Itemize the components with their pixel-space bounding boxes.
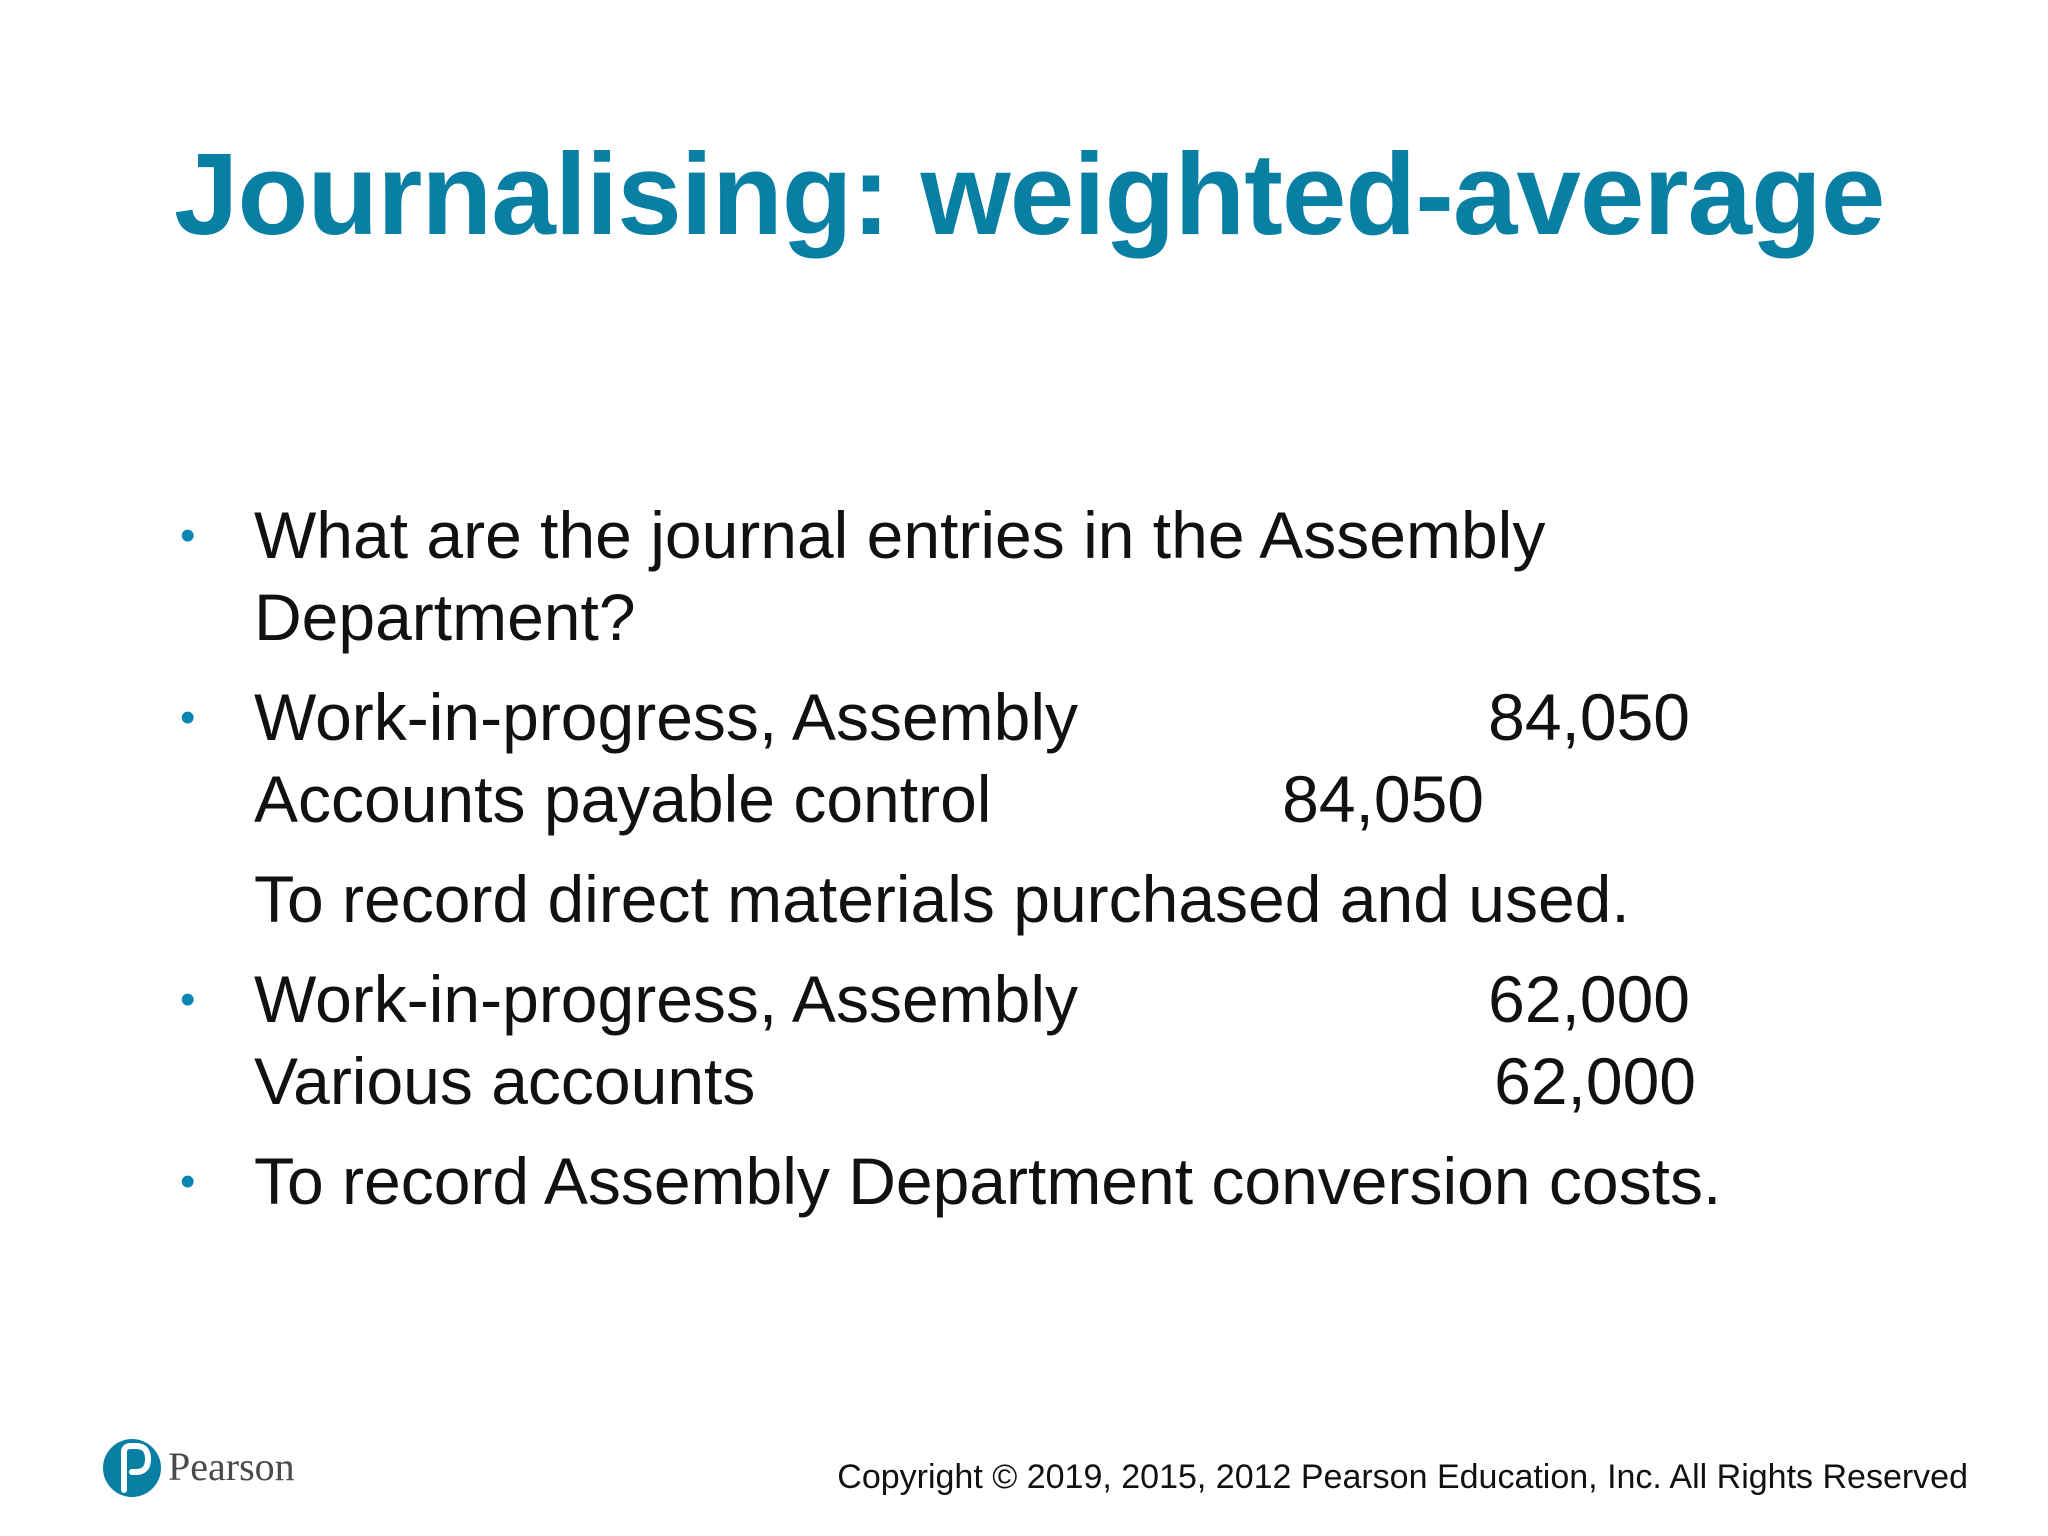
pearson-p-logo-icon: Pearson (103, 1439, 295, 1497)
entry-1-credit-amount: 84,050 (1282, 762, 1484, 836)
bullet-icon: • (180, 693, 196, 742)
bullet-1-line-2: Department? (254, 580, 636, 654)
entry-2-credit-account: Various accounts (254, 1044, 756, 1118)
entry-1-credit-account: Accounts payable control (254, 762, 992, 836)
bullet-4-line-1: To record Assembly Department conversion… (254, 1144, 1722, 1218)
slide-title: Journalising: weighted-average (174, 129, 1885, 259)
pearson-logo-text: Pearson (168, 1444, 295, 1489)
bullet-1-line-1: What are the journal entries in the Asse… (254, 498, 1546, 572)
bullet-icon: • (180, 975, 196, 1024)
bullet-icon: • (180, 1157, 196, 1206)
entry-2-debit-amount: 62,000 (1488, 962, 1690, 1036)
entry-2-credit-amount: 62,000 (1494, 1044, 1696, 1118)
entry-2-debit-account: Work-in-progress, Assembly (254, 962, 1079, 1036)
entry-1-debit-amount: 84,050 (1488, 680, 1690, 754)
entry-1-narration: To record direct materials purchased and… (254, 862, 1630, 936)
pearson-logo: Pearson (102, 1432, 322, 1502)
copyright-notice: Copyright © 2019, 2015, 2012 Pearson Edu… (837, 1458, 1968, 1496)
bullet-icon: • (180, 511, 196, 560)
entry-1-debit-account: Work-in-progress, Assembly (254, 680, 1079, 754)
